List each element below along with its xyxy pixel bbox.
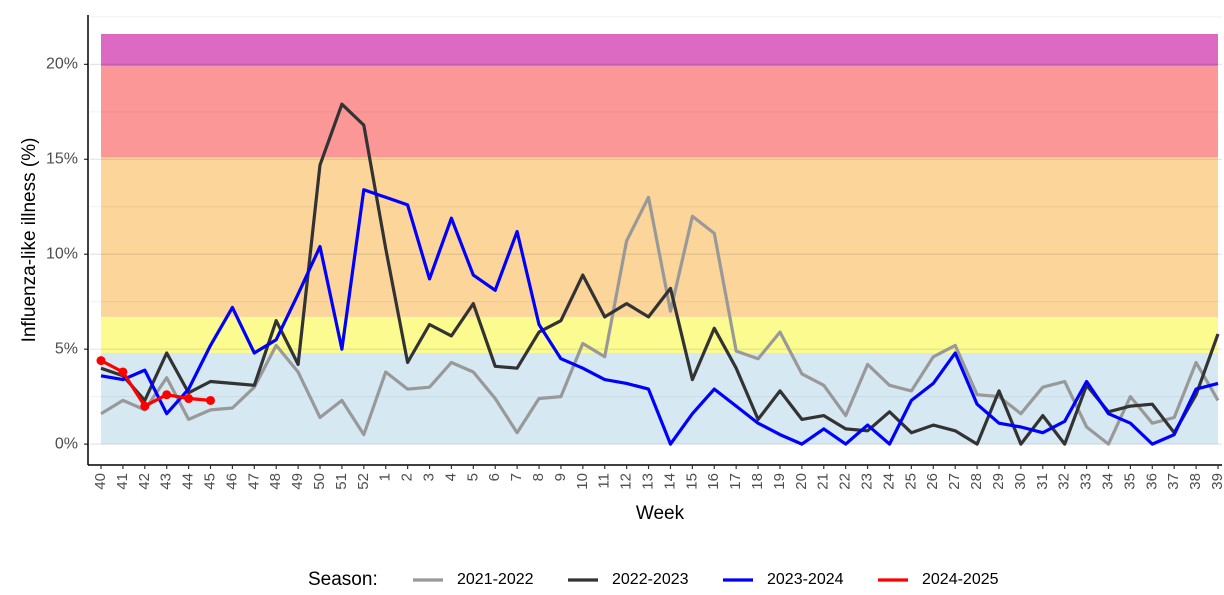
x-tick-label: 39 bbox=[1209, 473, 1224, 490]
x-tick-label: 13 bbox=[640, 473, 657, 490]
x-tick-label: 33 bbox=[1078, 473, 1095, 490]
threshold-band bbox=[101, 316, 1218, 353]
series-point bbox=[140, 401, 150, 411]
x-tick-label: 36 bbox=[1143, 473, 1160, 490]
series-point bbox=[206, 395, 216, 405]
threshold-band bbox=[101, 33, 1218, 67]
series-point bbox=[96, 356, 106, 366]
x-tick-label: 31 bbox=[1034, 473, 1051, 490]
x-tick-label: 2 bbox=[399, 473, 416, 481]
x-tick-label: 30 bbox=[1012, 473, 1029, 490]
legend-label: 2022-2023 bbox=[612, 571, 689, 588]
x-tick-label: 48 bbox=[267, 473, 284, 490]
x-tick-label: 16 bbox=[705, 473, 722, 490]
x-tick-label: 24 bbox=[880, 473, 897, 490]
x-tick-label: 34 bbox=[1099, 473, 1116, 490]
series-line bbox=[100, 188, 1219, 446]
x-tick-label: 41 bbox=[114, 473, 131, 490]
x-tick-label: 11 bbox=[596, 473, 613, 489]
x-tick-label: 15 bbox=[683, 473, 700, 490]
x-tick-label: 5 bbox=[464, 473, 481, 481]
y-tick-label: 10% bbox=[46, 245, 78, 262]
x-tick-label: 47 bbox=[245, 473, 262, 490]
x-tick-label: 52 bbox=[355, 473, 372, 490]
x-tick-label: 44 bbox=[180, 473, 197, 490]
y-tick-label: 0% bbox=[55, 435, 78, 452]
legend-title: Season: bbox=[308, 569, 378, 590]
x-tick-label: 35 bbox=[1121, 473, 1138, 490]
series-point bbox=[162, 390, 172, 400]
x-tick-label: 4 bbox=[442, 473, 459, 481]
y-axis-label: Influenza-like illness (%) bbox=[19, 138, 40, 343]
x-tick-label: 9 bbox=[552, 473, 569, 481]
x-tick-label: 19 bbox=[771, 473, 788, 490]
x-tick-label: 8 bbox=[530, 473, 547, 481]
x-tick-label: 42 bbox=[136, 473, 153, 490]
x-tick-label: 7 bbox=[508, 473, 525, 481]
y-tick-label: 20% bbox=[46, 56, 78, 73]
x-tick-label: 10 bbox=[574, 473, 591, 490]
x-tick-label: 45 bbox=[201, 473, 218, 490]
x-tick-label: 3 bbox=[420, 473, 437, 481]
x-tick-label: 12 bbox=[618, 473, 635, 490]
x-tick-label: 14 bbox=[661, 473, 678, 490]
x-tick-label: 18 bbox=[749, 473, 766, 490]
x-tick-label: 28 bbox=[968, 473, 985, 490]
y-tick-label: 15% bbox=[46, 151, 78, 168]
x-tick-label: 51 bbox=[333, 473, 350, 490]
series-line bbox=[100, 195, 1220, 446]
x-tick-label: 46 bbox=[223, 473, 240, 490]
x-tick-label: 29 bbox=[990, 473, 1007, 490]
legend-label: 2021-2022 bbox=[457, 571, 534, 588]
x-tick-label: 43 bbox=[158, 473, 175, 490]
y-tick-label: 5% bbox=[55, 340, 78, 357]
x-tick-label: 21 bbox=[815, 473, 832, 490]
x-axis-label: Week bbox=[636, 503, 685, 524]
x-tick-label: 49 bbox=[289, 473, 306, 490]
x-tick-label: 20 bbox=[793, 473, 810, 490]
x-tick-label: 50 bbox=[311, 473, 328, 490]
legend-label: 2023-2024 bbox=[767, 571, 844, 588]
x-tick-label: 38 bbox=[1187, 473, 1204, 490]
x-tick-label: 40 bbox=[92, 473, 109, 490]
x-tick-label: 23 bbox=[859, 473, 876, 490]
x-tick-label: 32 bbox=[1056, 473, 1073, 490]
series-point bbox=[184, 394, 194, 404]
x-tick-label: 1 bbox=[377, 473, 394, 481]
series-point bbox=[118, 367, 128, 377]
threshold-band bbox=[101, 157, 1218, 317]
x-tick-label: 6 bbox=[486, 473, 503, 481]
x-tick-label: 17 bbox=[727, 473, 744, 490]
x-tick-label: 22 bbox=[837, 473, 854, 490]
x-tick-label: 37 bbox=[1165, 473, 1182, 490]
x-tick-label: 26 bbox=[924, 473, 941, 490]
legend-label: 2024-2025 bbox=[922, 571, 999, 588]
x-tick-label: 27 bbox=[946, 473, 963, 490]
x-tick-label: 25 bbox=[902, 473, 919, 490]
threshold-band bbox=[101, 66, 1218, 158]
